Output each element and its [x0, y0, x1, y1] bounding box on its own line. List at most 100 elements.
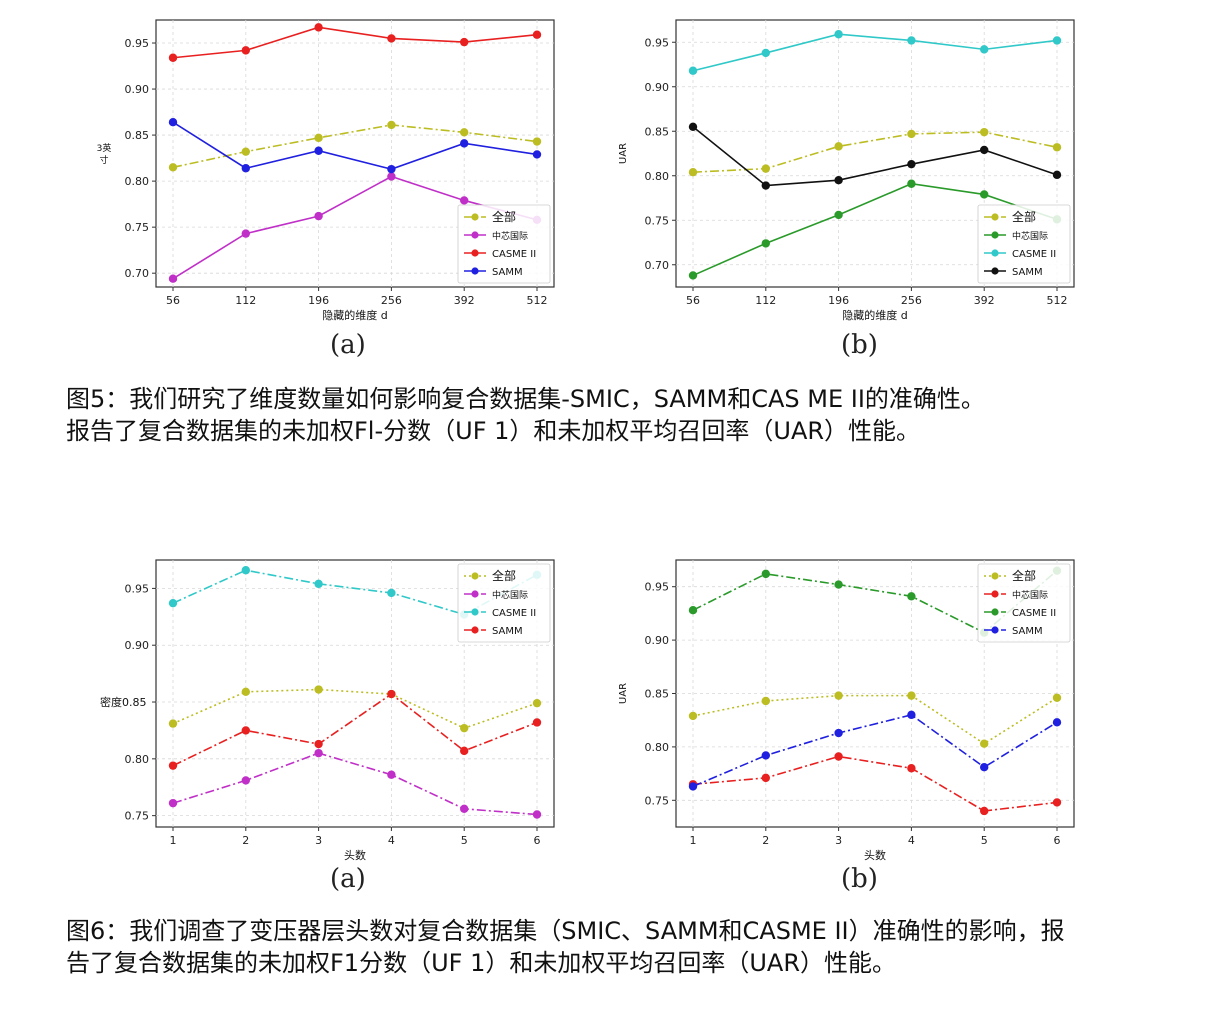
- data-point: [907, 129, 916, 139]
- data-point: [834, 210, 843, 220]
- legend-marker: [991, 590, 999, 598]
- series-line-3: [172, 693, 538, 767]
- legend-marker: [471, 608, 479, 616]
- legend-marker: [991, 267, 999, 275]
- data-point: [314, 211, 323, 221]
- y-tick-label: 0.80: [125, 753, 150, 766]
- legend-box: [977, 563, 1071, 643]
- data-point: [314, 146, 323, 155]
- legend-label: 全部: [1012, 209, 1036, 224]
- legend-label: 中芯国际: [492, 230, 528, 242]
- x-tick-label: 6: [1054, 834, 1061, 847]
- legend-marker: [471, 572, 479, 580]
- legend-label: SAMM: [492, 267, 523, 278]
- y-axis-label: UAR: [618, 143, 629, 164]
- data-point: [241, 229, 250, 238]
- data-point: [387, 120, 396, 130]
- data-point: [168, 798, 178, 808]
- data-point: [834, 691, 843, 700]
- legend-label: 中芯国际: [1012, 230, 1048, 242]
- legend-label: SAMM: [492, 626, 523, 637]
- y-tick-label: 0.70: [125, 267, 150, 280]
- data-point: [688, 605, 698, 615]
- series-line-1: [172, 175, 538, 280]
- x-tick-label: 392: [974, 294, 995, 307]
- y-tick-label: 0.75: [645, 794, 670, 807]
- legend-marker: [471, 249, 479, 257]
- series-line-3: [692, 713, 1058, 788]
- legend-label: 中芯国际: [492, 589, 528, 601]
- data-point: [834, 30, 843, 39]
- data-point: [834, 176, 843, 185]
- y-axis-label: UAR: [618, 683, 629, 704]
- data-point: [907, 159, 916, 169]
- data-point: [907, 179, 916, 188]
- figure6-chart-a: 0.75 0.80 0.90 0.95 1 2 3 4 5 6 头数 密度0.85 全部 中芯国际 CASM…: [60, 545, 580, 865]
- x-axis-label: 头数: [864, 849, 886, 862]
- legend-label: CASME II: [1012, 249, 1056, 260]
- y-tick-label: 0.95: [125, 582, 150, 595]
- series-line-0: [692, 131, 1058, 173]
- data-point: [314, 23, 323, 32]
- y-tick-label: 0.95: [125, 37, 150, 50]
- figure5-caption-line1: 图5：我们研究了维度数量如何影响复合数据集-SMIC，SAMM和CAS ME I…: [66, 385, 985, 413]
- series-line-3: [692, 126, 1058, 187]
- legend-label: CASME II: [492, 249, 536, 260]
- data-point: [387, 34, 396, 43]
- legend-marker: [471, 626, 479, 634]
- legend-label: 全部: [1012, 568, 1036, 583]
- figure5-chart-b: 0.70 0.75 0.80 0.85 0.90 0.95 56 112 196 256 392 51…: [580, 5, 1100, 325]
- data-point: [761, 164, 770, 173]
- x-tick-label: 196: [828, 294, 849, 307]
- x-tick-label: 256: [901, 294, 922, 307]
- data-point: [1052, 718, 1062, 727]
- x-tick-label: 196: [308, 294, 329, 307]
- y-tick-label: 0.75: [125, 810, 150, 823]
- x-tick-label: 4: [388, 834, 395, 847]
- data-point: [387, 588, 396, 598]
- legend-marker: [991, 249, 999, 257]
- y-tick-label: 0.75: [645, 214, 670, 227]
- series-line-2: [172, 569, 538, 616]
- data-point: [980, 739, 989, 748]
- y-tick-label: 0.90: [645, 81, 670, 94]
- series-line-0: [692, 694, 1058, 745]
- data-point: [834, 142, 843, 151]
- data-point: [241, 776, 250, 785]
- data-point: [387, 770, 396, 779]
- data-point: [761, 696, 770, 706]
- legend-marker: [991, 572, 999, 580]
- data-point: [688, 271, 698, 280]
- data-point: [1052, 693, 1062, 702]
- y-tick-label: 0.80: [125, 175, 150, 188]
- legend-marker: [471, 267, 479, 275]
- data-point: [980, 190, 989, 199]
- data-point: [460, 37, 469, 47]
- legend-label: 全部: [492, 209, 516, 224]
- data-point: [761, 239, 770, 248]
- x-tick-label: 56: [686, 294, 700, 307]
- data-point: [241, 147, 250, 156]
- data-point: [761, 181, 770, 190]
- data-point: [168, 53, 178, 62]
- data-point: [314, 748, 323, 758]
- data-point: [1052, 36, 1062, 45]
- data-point: [980, 762, 989, 772]
- figure5-label-a: (a): [330, 330, 366, 360]
- figure6-chart-b: 0.75 0.80 0.85 0.90 0.95 1 2 3 4 5 6 头数 UAR 全部 中芯国际 CAS…: [580, 545, 1100, 865]
- data-point: [387, 172, 396, 181]
- x-tick-label: 3: [315, 834, 322, 847]
- data-point: [761, 773, 770, 783]
- legend-label: 中芯国际: [1012, 589, 1048, 601]
- y-axis-label-line2: 寸: [99, 154, 108, 166]
- legend-marker: [471, 590, 479, 598]
- y-tick-label: 0.80: [645, 741, 670, 754]
- data-point: [168, 719, 178, 728]
- x-tick-label: 4: [908, 834, 915, 847]
- figure6-label-a: (a): [330, 864, 366, 894]
- data-point: [314, 739, 323, 749]
- data-point: [761, 751, 770, 760]
- data-point: [688, 167, 698, 177]
- series-line-0: [172, 124, 538, 169]
